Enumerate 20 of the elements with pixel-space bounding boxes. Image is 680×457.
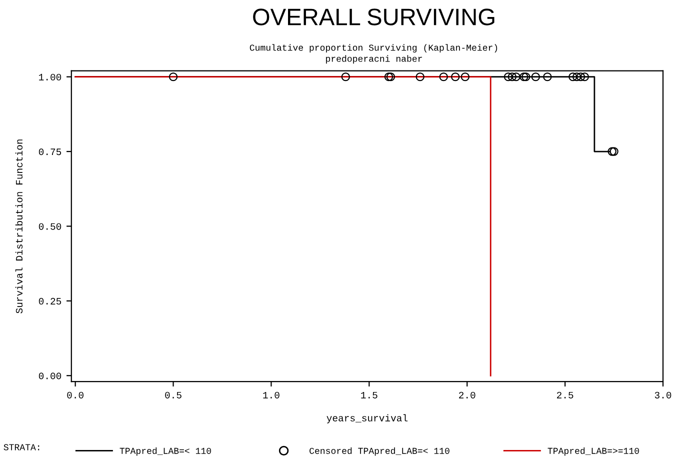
chart-subtitle: Cumulative proportion Surviving (Kaplan-Meier) predoperacni naber [250,44,498,64]
y-tick-label: 0.75 [38,148,62,156]
x-tick-label: 2.5 [556,392,574,398]
x-axis-title: years_survival [326,414,408,424]
legend-label: TPApred_LAB=>=110 [548,447,639,456]
y-axis-title: Survival Distribution Function [15,140,23,314]
x-tick-label: 2.0 [459,392,476,398]
x-tick-label: 3.0 [654,392,672,398]
chart-title: OVERALL SURVIVING [253,8,494,26]
y-tick-label: 1.00 [39,74,62,80]
x-tick-label: 1.5 [361,392,378,398]
y-tick-label: 0.25 [38,298,62,305]
y-tick-label: 0.00 [38,372,62,380]
x-tick-label: 1.0 [263,392,280,398]
legend-title: STRATA: [4,444,40,450]
x-tick-label: 0.5 [165,392,182,398]
legend-label: Censored TPApred_LAB=< 110 [310,447,450,456]
x-tick-label: 0.0 [67,392,84,398]
legend-label: TPApred_LAB=< 110 [120,447,211,456]
y-tick-label: 0.50 [38,223,62,230]
